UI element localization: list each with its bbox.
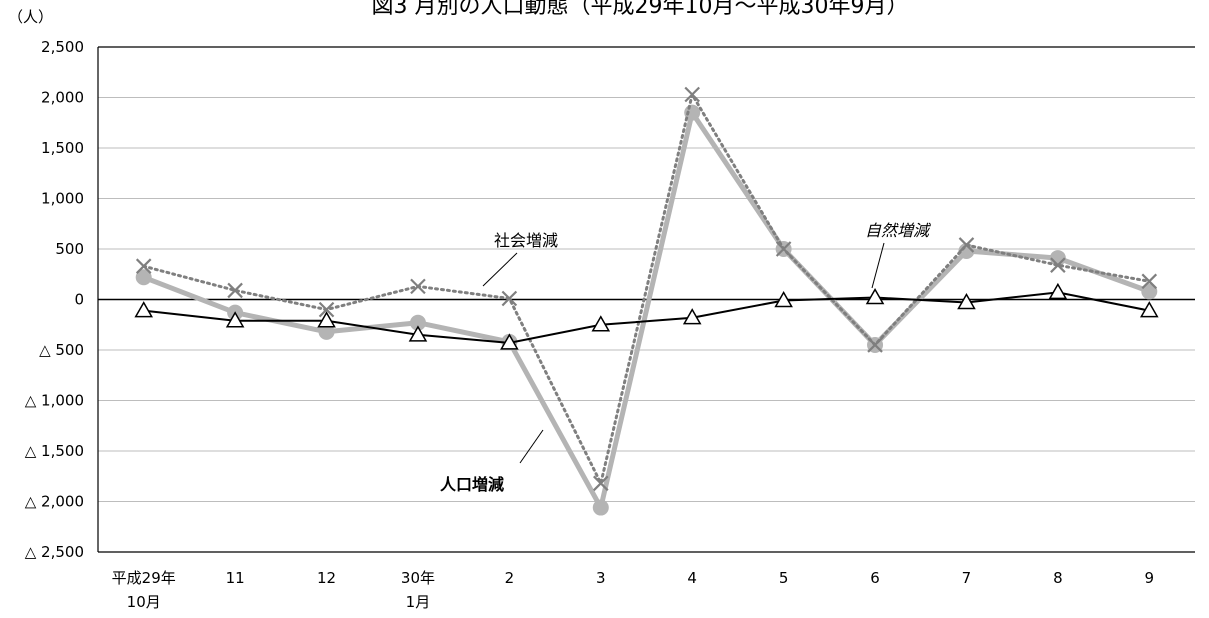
annotation-natural-change: 自然増減 — [865, 221, 932, 240]
y-tick-label: △ 2,500 — [25, 543, 84, 561]
data-point — [135, 258, 152, 274]
y-tick-label: 1,000 — [41, 190, 84, 208]
annotation-population-change-leader — [519, 429, 544, 464]
data-point — [318, 323, 335, 340]
data-point — [684, 86, 700, 103]
data-point — [1141, 273, 1158, 290]
data-point — [1048, 282, 1068, 300]
y-axis-unit-label: （人） — [8, 8, 53, 26]
annotation-social-change: 社会増減 — [494, 231, 558, 250]
x-tick-label: 9 — [1145, 569, 1155, 587]
data-point — [1050, 257, 1066, 273]
series-line — [142, 110, 1151, 511]
data-point — [134, 301, 154, 318]
x-tick-label: 平成29年 10月 — [112, 569, 176, 611]
y-axis-tick-labels: 2,500 2,000 1,500 1,000 500 0 △ 500 △ 1,000 △ 1,… — [25, 38, 84, 561]
data-point — [593, 475, 609, 492]
data-point — [774, 290, 793, 308]
x-tick-label: 3 — [596, 569, 606, 587]
x-tick-label: 2 — [505, 569, 515, 587]
chart-title: 図3 月別の人口動態（平成29年10月～平成30年9月） — [372, 0, 909, 19]
x-tick-label: 5 — [779, 569, 789, 587]
data-point — [1141, 283, 1158, 300]
data-point — [1139, 301, 1159, 318]
data-point — [227, 282, 243, 299]
data-point — [958, 237, 975, 253]
data-point — [318, 301, 335, 318]
y-tick-label: 2,000 — [41, 89, 84, 107]
data-point — [592, 499, 609, 516]
x-tick-label: 11 — [226, 569, 245, 587]
series-social-change — [135, 86, 1158, 492]
y-tick-label: △ 2,000 — [25, 493, 84, 511]
annotation-population-change: 人口増減 — [440, 475, 504, 494]
data-point — [225, 311, 245, 328]
x-tick-label: 7 — [962, 569, 972, 587]
data-point — [500, 333, 519, 350]
data-point — [591, 315, 611, 332]
data-point — [867, 337, 883, 353]
series-natural-change — [134, 282, 1159, 350]
annotation-social-change-leader — [482, 252, 518, 287]
x-tick-label: 6 — [870, 569, 880, 587]
y-tick-label: △ 1,000 — [25, 392, 84, 410]
y-tick-label: 1,500 — [41, 139, 84, 157]
y-tick-label: △ 500 — [39, 341, 84, 359]
y-tick-label: 0 — [74, 291, 84, 309]
x-tick-label: 12 — [317, 569, 336, 587]
data-point — [410, 278, 426, 295]
data-point — [408, 325, 428, 342]
data-point — [501, 290, 518, 307]
data-point — [682, 308, 702, 325]
data-series — [134, 86, 1159, 516]
annotation-natural-change-leader — [871, 242, 885, 289]
data-point — [865, 287, 885, 305]
data-point — [317, 311, 336, 328]
x-tick-label: 30年 1月 — [401, 569, 435, 611]
gridlines — [98, 97, 1195, 502]
y-tick-label: 500 — [55, 240, 84, 258]
y-tick-label: 2,500 — [41, 38, 84, 56]
y-tick-label: △ 1,500 — [25, 442, 84, 460]
data-point — [135, 269, 152, 286]
data-point — [409, 314, 426, 331]
series-line — [143, 291, 1150, 344]
data-point — [957, 293, 976, 310]
series-line — [142, 90, 1151, 488]
x-axis-tick-labels: 平成29年 10月 11 12 30年 1月 2 3 4 5 6 7 8 9 — [112, 569, 1154, 611]
x-tick-label: 4 — [687, 569, 697, 587]
data-point — [958, 243, 975, 260]
x-tick-label: 8 — [1053, 569, 1063, 587]
series-population-change — [135, 104, 1158, 516]
data-point — [775, 241, 792, 257]
